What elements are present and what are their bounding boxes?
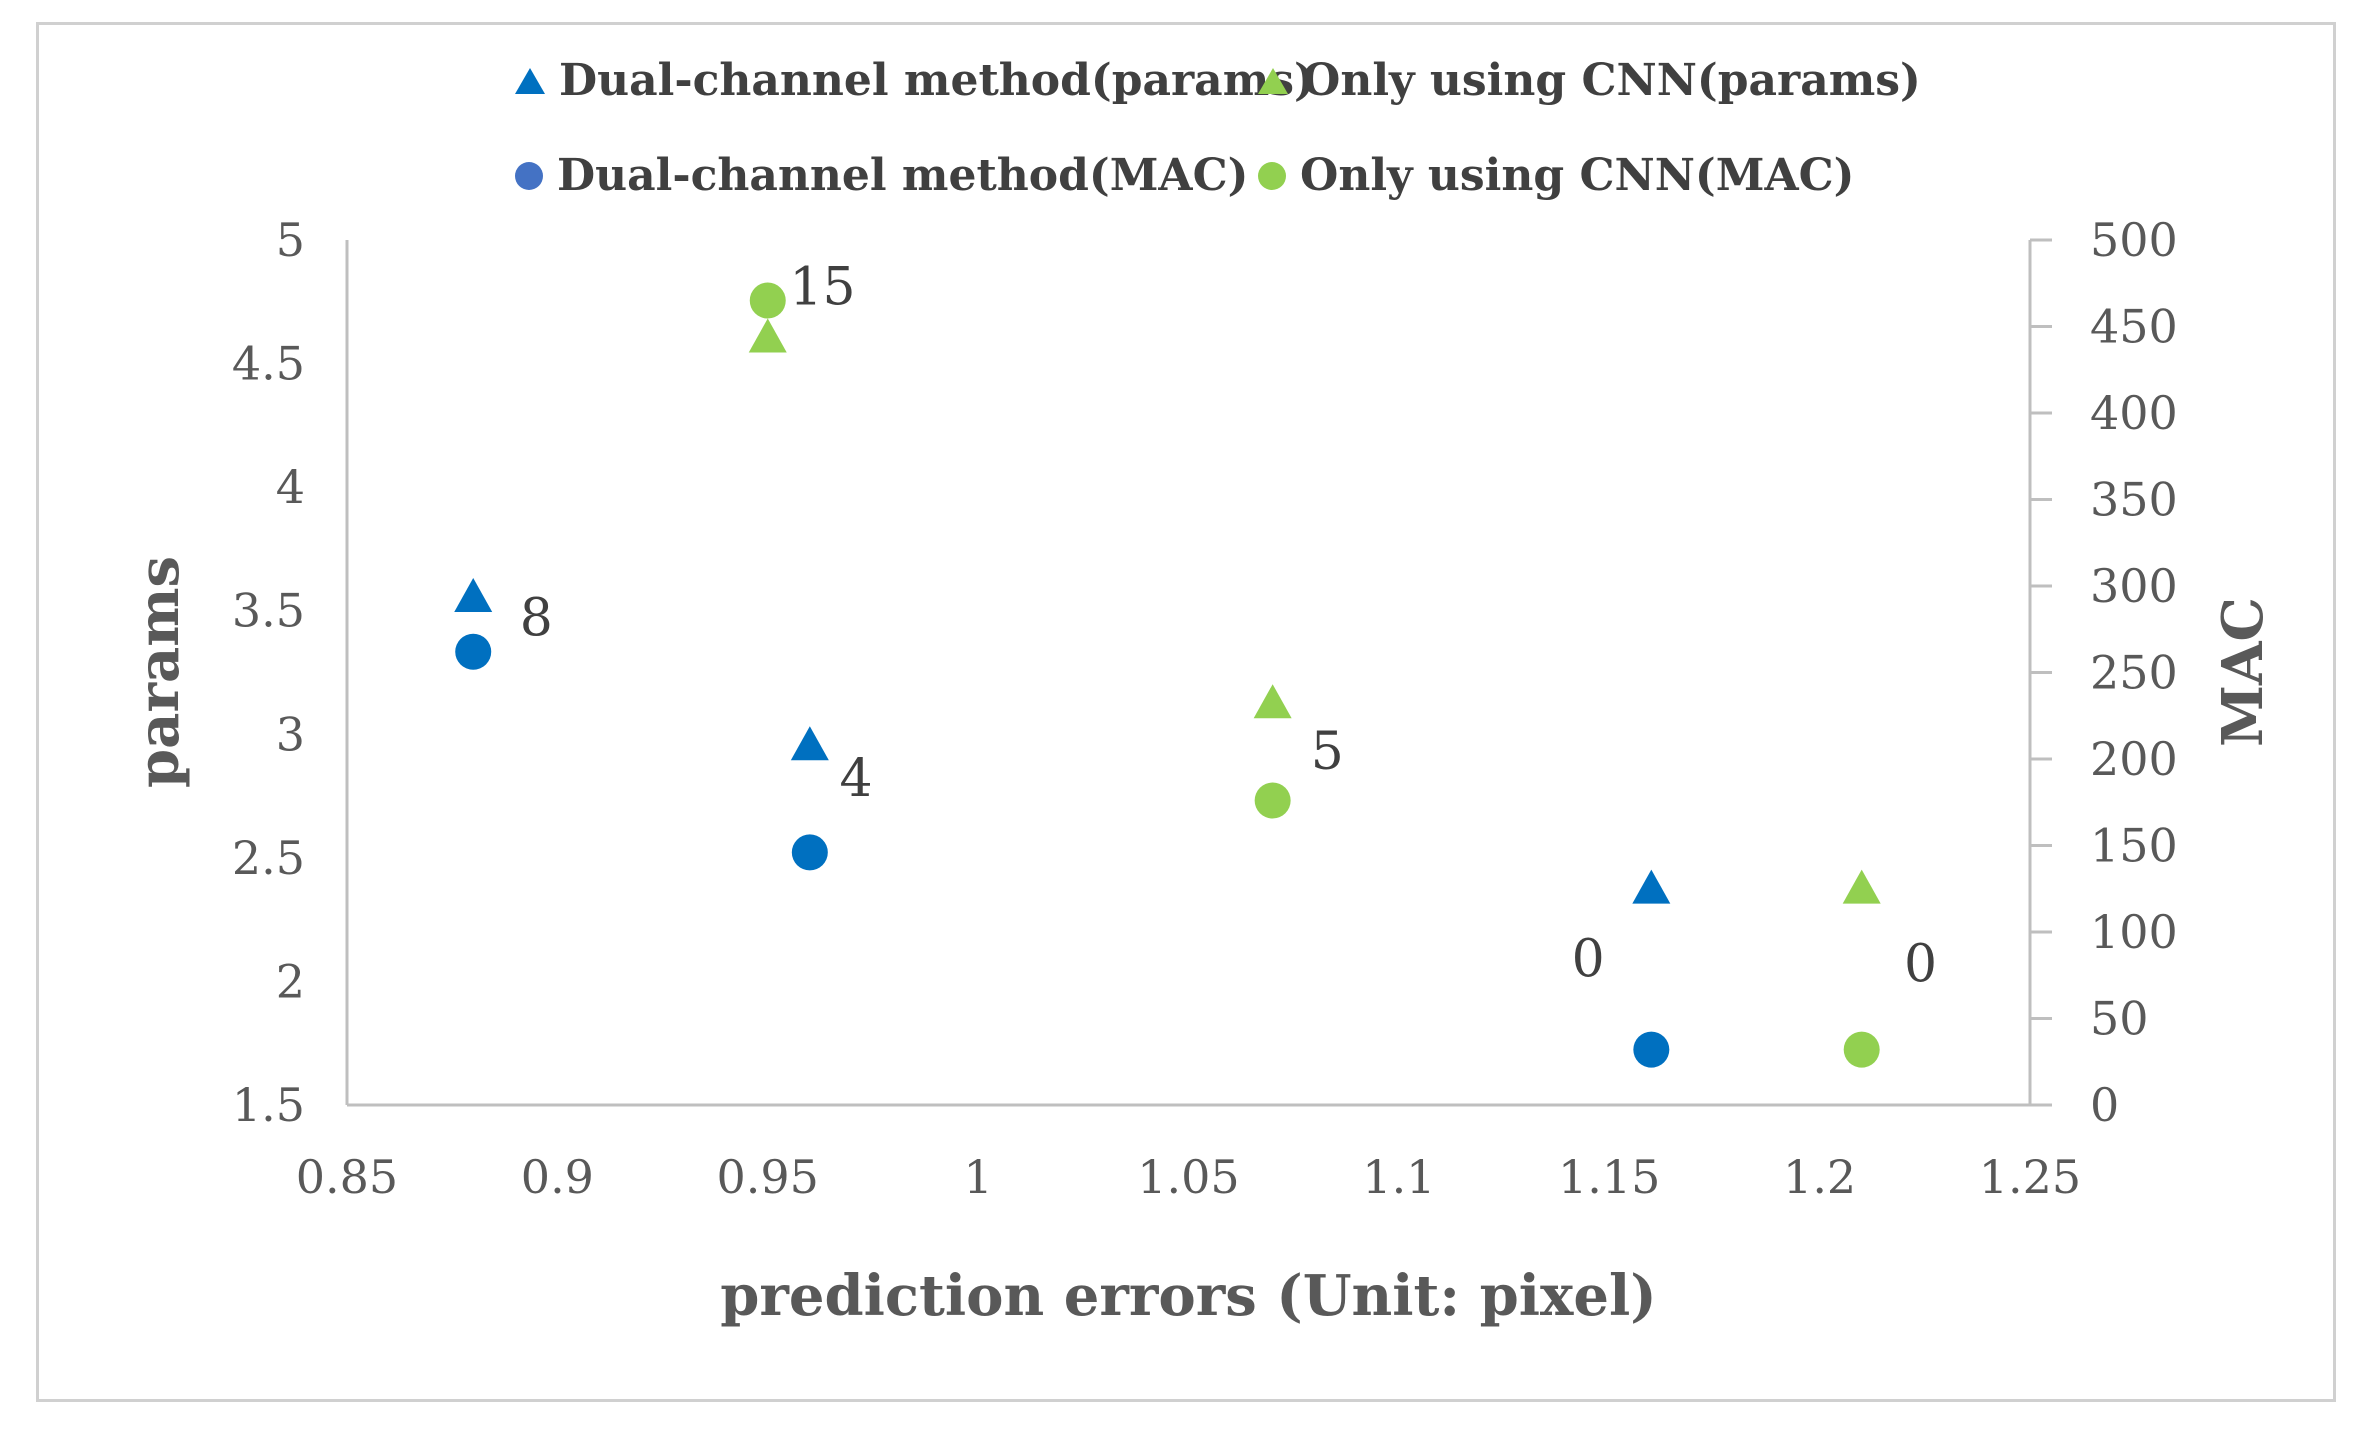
data-point-circle — [455, 633, 492, 670]
legend-label: Dual-channel method(params) — [559, 55, 1315, 106]
legend-item-dual-mac: Dual-channel method(MAC) — [515, 150, 1248, 201]
y2-tick-label: 50 — [2090, 992, 2149, 1046]
data-point-triangle — [790, 726, 829, 761]
data-point-circle — [1633, 1031, 1670, 1068]
data-point-circle — [791, 834, 828, 871]
y-tick-label: 2.5 — [232, 831, 305, 885]
y2-tick-label: 450 — [2090, 300, 2178, 354]
legend-label: Dual-channel method(MAC) — [557, 150, 1249, 201]
data-label: 4 — [840, 749, 873, 809]
chart-frame — [36, 22, 2336, 1402]
legend-item-dual-params: Dual-channel method(params) — [515, 55, 1315, 106]
y-axis-title: params — [126, 556, 192, 788]
data-label: 15 — [789, 257, 855, 317]
x-tick-label: 1.25 — [1979, 1150, 2081, 1204]
data-label: 0 — [1572, 929, 1605, 989]
x-tick-label: 1.2 — [1783, 1150, 1856, 1204]
legend-item-cnn-mac: Only using CNN(MAC) — [1258, 150, 1854, 201]
y-tick-label: 5 — [276, 213, 305, 267]
x-tick-label: 1.1 — [1362, 1150, 1435, 1204]
x-tick-label: 0.9 — [521, 1150, 594, 1204]
legend-item-cnn-params: Only using CNN(params) — [1258, 55, 1921, 106]
y2-tick-label: 400 — [2090, 386, 2178, 440]
legend-triangle-icon — [1258, 67, 1288, 94]
y2-tick-label: 500 — [2090, 213, 2178, 267]
data-label: 5 — [1311, 722, 1344, 782]
legend-circle-icon — [515, 161, 543, 190]
legend-circle-icon — [1258, 161, 1286, 190]
x-axis-title: prediction errors (Unit: pixel) — [720, 1263, 1657, 1329]
data-point-circle — [1254, 782, 1291, 819]
y2-tick-label: 350 — [2090, 473, 2178, 527]
x-tick-label: 1 — [963, 1150, 992, 1204]
data-point-triangle — [1632, 869, 1671, 904]
y2-tick-label: 200 — [2090, 732, 2178, 786]
data-point-triangle — [1842, 869, 1881, 904]
y2-axis-title: MAC — [2210, 597, 2276, 747]
y-tick-label: 4.5 — [232, 337, 305, 391]
x-tick-label: 1.15 — [1558, 1150, 1660, 1204]
legend-label: Only using CNN(params) — [1302, 55, 1921, 106]
data-label: 8 — [520, 588, 553, 648]
y2-tick-label: 150 — [2090, 819, 2178, 873]
x-tick-label: 1.05 — [1137, 1150, 1239, 1204]
y-tick-label: 3 — [276, 707, 305, 761]
y-tick-label: 1.5 — [232, 1078, 305, 1132]
x-tick-label: 0.85 — [296, 1150, 398, 1204]
y-tick-label: 2 — [276, 954, 305, 1008]
data-point-circle — [749, 282, 786, 319]
data-point-circle — [1843, 1031, 1880, 1068]
legend-label: Only using CNN(MAC) — [1300, 150, 1855, 201]
y2-tick-label: 0 — [2090, 1078, 2119, 1132]
data-label: 0 — [1904, 934, 1937, 994]
y-tick-label: 3.5 — [232, 584, 305, 638]
y2-tick-label: 100 — [2090, 905, 2178, 959]
y2-tick-label: 250 — [2090, 646, 2178, 700]
data-point-triangle — [748, 318, 787, 353]
data-point-triangle — [1253, 684, 1292, 719]
y2-tick-label: 300 — [2090, 559, 2178, 613]
y-tick-label: 4 — [276, 460, 305, 514]
data-point-triangle — [454, 577, 493, 612]
x-tick-label: 0.95 — [717, 1150, 819, 1204]
legend-triangle-icon — [515, 67, 545, 94]
